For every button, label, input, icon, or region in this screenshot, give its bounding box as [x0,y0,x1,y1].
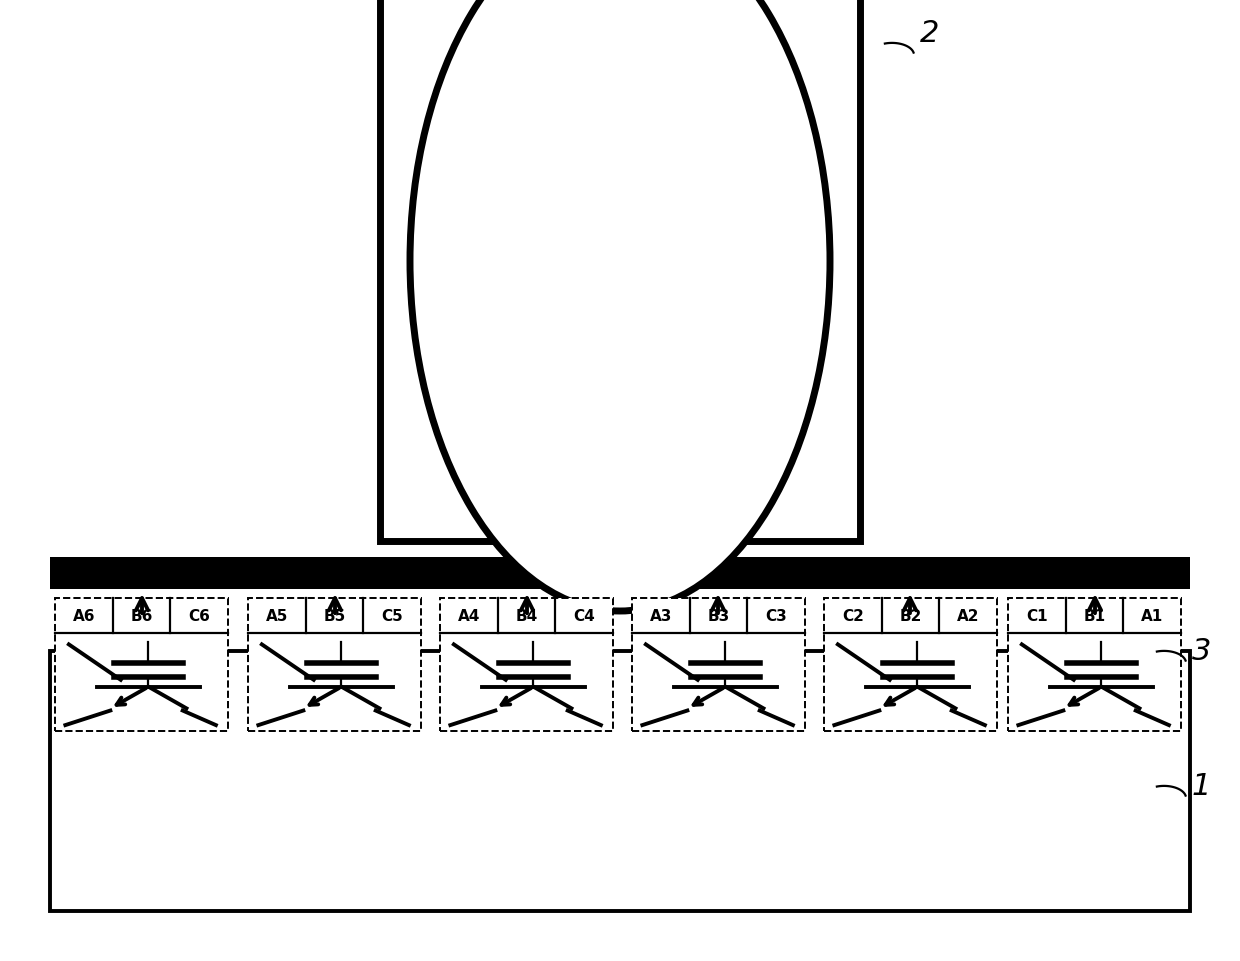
Bar [632,599,805,731]
Text: C5: C5 [381,608,403,623]
Bar [248,599,422,731]
Text: C1: C1 [1025,608,1048,623]
Text: A6: A6 [73,608,95,623]
Bar [1008,599,1180,731]
Bar [825,599,997,731]
Text: A3: A3 [650,608,672,623]
Text: B4: B4 [516,608,538,623]
Text: C6: C6 [188,608,210,623]
Text: A4: A4 [458,608,480,623]
Text: B2: B2 [899,608,921,623]
Text: 1: 1 [1192,772,1211,801]
Text: B1: B1 [1084,608,1106,623]
Text: B6: B6 [130,608,153,623]
Text: C3: C3 [765,608,787,623]
Text: A1: A1 [1141,608,1163,623]
Bar [50,652,1190,911]
Bar [55,599,228,731]
Text: A2: A2 [957,608,980,623]
Bar [379,0,861,541]
Text: 3: 3 [1192,637,1211,666]
Bar [50,557,1190,589]
Text: C4: C4 [573,608,595,623]
Ellipse shape [410,0,830,611]
Text: C2: C2 [842,608,864,623]
Text: 2: 2 [920,19,940,48]
Text: B3: B3 [707,608,729,623]
Text: B5: B5 [324,608,346,623]
Text: A5: A5 [265,608,288,623]
Bar [440,599,613,731]
